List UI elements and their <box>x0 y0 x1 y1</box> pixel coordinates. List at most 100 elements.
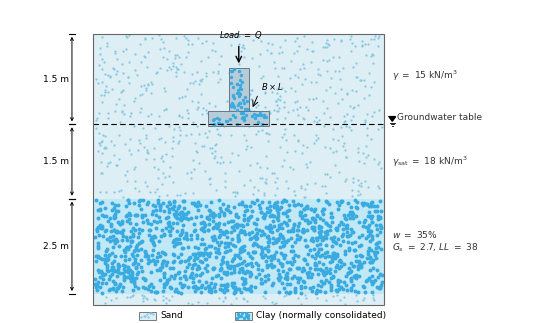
Point <box>110 48 119 53</box>
Point <box>159 258 167 263</box>
Point <box>333 137 342 142</box>
Point <box>368 273 376 278</box>
Point <box>192 232 201 237</box>
Point <box>187 176 195 181</box>
Point <box>214 68 222 73</box>
Point <box>234 311 243 316</box>
Point <box>346 48 355 54</box>
Point <box>317 279 326 284</box>
Point <box>130 260 138 265</box>
Point <box>111 109 119 114</box>
Point <box>168 259 177 264</box>
Point <box>116 270 125 276</box>
Point <box>182 233 190 238</box>
Point <box>269 264 278 269</box>
Point <box>254 244 263 249</box>
Point <box>294 254 302 259</box>
Point <box>227 132 236 137</box>
Point <box>173 66 181 71</box>
Point <box>116 120 125 125</box>
Point <box>314 197 322 203</box>
Point <box>364 41 372 46</box>
Point <box>211 142 219 148</box>
Point <box>337 285 346 290</box>
Point <box>127 239 136 244</box>
Point <box>318 211 327 216</box>
Point <box>176 214 185 219</box>
Point <box>98 99 106 105</box>
Point <box>270 59 278 64</box>
Point <box>346 278 355 284</box>
Point <box>236 73 245 78</box>
Point <box>346 211 355 216</box>
Point <box>144 49 153 54</box>
Point <box>299 142 308 147</box>
Point <box>229 225 237 230</box>
Point <box>326 267 334 272</box>
Point <box>369 257 377 263</box>
Point <box>101 257 109 262</box>
Point <box>141 253 149 258</box>
Point <box>346 215 354 220</box>
Point <box>210 289 219 294</box>
Point <box>104 161 112 166</box>
Point <box>219 229 228 234</box>
Point <box>264 276 272 281</box>
Point <box>262 181 270 186</box>
Point <box>205 283 213 288</box>
Point <box>317 246 326 251</box>
Point <box>275 106 284 111</box>
Point <box>367 201 375 206</box>
Point <box>282 223 291 228</box>
Point <box>263 130 272 136</box>
Point <box>222 229 230 234</box>
Point <box>338 222 347 227</box>
Point <box>150 165 158 170</box>
Point <box>311 219 319 224</box>
Point <box>159 259 167 265</box>
Point <box>266 111 274 116</box>
Point <box>260 112 269 118</box>
Point <box>322 265 330 270</box>
Point <box>166 164 174 169</box>
Point <box>276 97 285 102</box>
Point <box>232 224 241 230</box>
Point <box>131 248 140 253</box>
Point <box>297 285 305 290</box>
Point <box>135 141 144 146</box>
Point <box>111 209 120 214</box>
Point <box>338 199 346 204</box>
Point <box>129 234 138 239</box>
Point <box>216 208 225 213</box>
Point <box>362 201 370 206</box>
Point <box>239 92 247 98</box>
Point <box>285 289 294 294</box>
Point <box>341 178 349 183</box>
Point <box>115 284 123 289</box>
Point <box>114 202 123 207</box>
Point <box>316 231 325 236</box>
Point <box>115 189 124 194</box>
Point <box>108 200 116 205</box>
Point <box>264 139 272 144</box>
Point <box>140 55 149 60</box>
Point <box>360 179 369 184</box>
Point <box>190 222 199 227</box>
Point <box>112 296 120 301</box>
Point <box>203 262 211 267</box>
Text: Clay (normally consolidated): Clay (normally consolidated) <box>256 311 386 320</box>
Point <box>245 120 253 125</box>
Point <box>371 251 379 256</box>
Point <box>228 68 236 74</box>
Point <box>204 283 213 288</box>
Point <box>147 111 155 117</box>
Point <box>201 250 210 255</box>
Point <box>98 57 106 62</box>
Point <box>330 239 339 245</box>
Point <box>351 43 359 48</box>
Point <box>316 72 325 77</box>
Point <box>221 249 230 254</box>
Point <box>112 286 121 291</box>
Point <box>294 266 303 271</box>
Point <box>175 281 184 286</box>
